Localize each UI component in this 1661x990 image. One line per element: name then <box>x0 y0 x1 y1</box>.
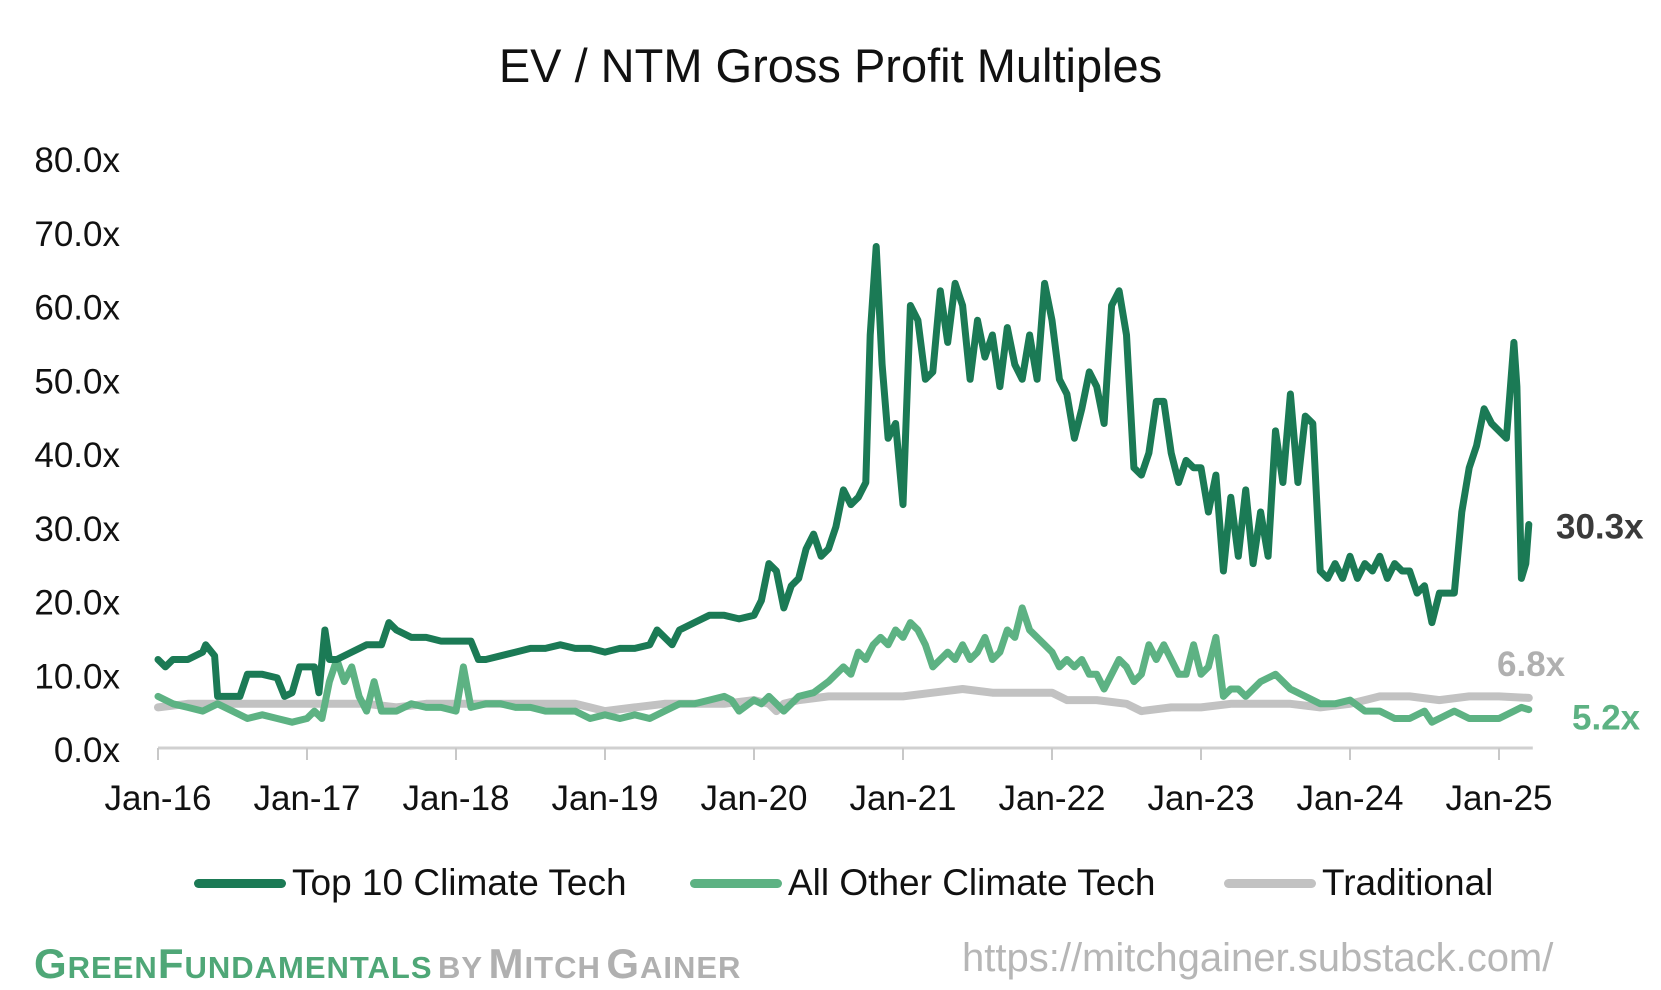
x-tick-label: Jan-25 <box>1445 779 1552 818</box>
y-tick-label: 70.0x <box>34 215 120 254</box>
legend-label-top10: Top 10 Climate Tech <box>292 862 627 903</box>
x-tick-label: Jan-22 <box>998 779 1105 818</box>
x-tick-label: Jan-23 <box>1147 779 1254 818</box>
chart-title: EV / NTM Gross Profit Multiples <box>498 39 1163 92</box>
legend-swatch-traditional <box>1224 878 1316 888</box>
legend-label-other: All Other Climate Tech <box>788 862 1156 903</box>
y-tick-label: 80.0x <box>34 141 120 180</box>
x-tick-label: Jan-17 <box>253 779 360 818</box>
brand-letter: G <box>606 940 640 987</box>
brand-letter: M <box>488 940 525 987</box>
legend-item-top10: Top 10 Climate Tech <box>194 862 627 904</box>
y-tick-label: 50.0x <box>34 362 120 401</box>
y-tick-label: 20.0x <box>34 584 120 623</box>
brand-logo: GREENFUNDAMENTALS BY MITCH GAINER <box>34 940 741 988</box>
legend-swatch-other <box>690 878 782 888</box>
brand-by: BY <box>438 950 484 985</box>
brand-letter: F <box>157 940 185 987</box>
y-tick-label: 40.0x <box>34 436 120 475</box>
series-line-all-other-climate-tech <box>154 604 1533 726</box>
series-line-top10-climate-tech <box>154 243 1533 700</box>
brand-text: ITCH <box>524 950 601 985</box>
x-tick-label: Jan-19 <box>551 779 658 818</box>
x-tick-label: Jan-24 <box>1296 779 1403 818</box>
brand-text: UNDAMENTALS <box>184 950 433 985</box>
x-tick-label: Jan-18 <box>402 779 509 818</box>
y-tick-label: 0.0x <box>54 731 121 770</box>
legend-swatch-top10 <box>194 878 286 888</box>
x-tick-label: Jan-16 <box>104 779 211 818</box>
x-tick-label: Jan-21 <box>849 779 956 818</box>
end-label-top10: 30.3x <box>1556 508 1644 547</box>
x-tick-label: Jan-20 <box>700 779 807 818</box>
y-tick-label: 30.0x <box>34 510 120 549</box>
chart-legend: Top 10 Climate Tech All Other Climate Te… <box>0 862 1661 912</box>
legend-item-traditional: Traditional <box>1224 862 1493 904</box>
brand-letter: G <box>34 940 68 987</box>
end-label-other: 5.2x <box>1572 699 1641 738</box>
y-tick-label: 10.0x <box>34 657 120 696</box>
legend-label-traditional: Traditional <box>1322 862 1494 903</box>
brand-text: AINER <box>639 950 742 985</box>
brand-text: REEN <box>67 950 158 985</box>
legend-item-other: All Other Climate Tech <box>690 862 1155 904</box>
source-url[interactable]: https://mitchgainer.substack.com/ <box>962 936 1554 980</box>
y-tick-label: 60.0x <box>34 289 120 328</box>
end-label-traditional: 6.8x <box>1497 645 1566 684</box>
